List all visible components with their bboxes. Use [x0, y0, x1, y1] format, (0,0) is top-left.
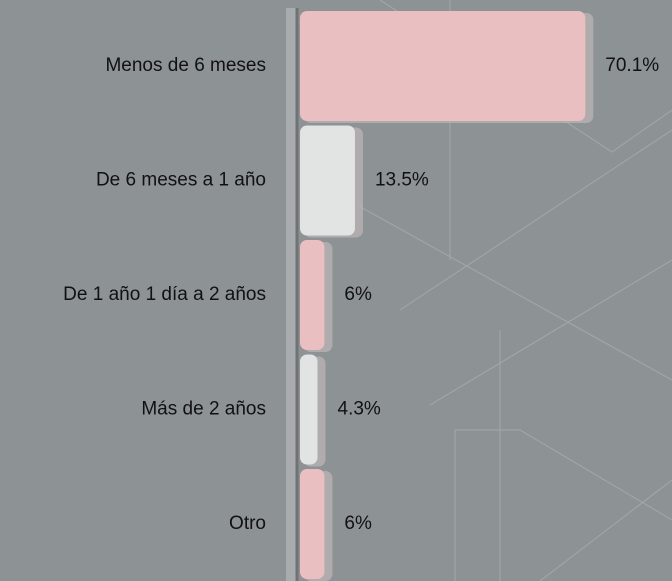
bar — [300, 125, 355, 236]
y-tick-label: De 6 meses a 1 año — [96, 170, 266, 191]
y-tick-label: Menos de 6 meses — [105, 55, 266, 76]
value-label: 6% — [344, 513, 372, 534]
bar — [300, 11, 586, 121]
bar — [300, 469, 325, 579]
y-tick-label: Otro — [229, 513, 266, 534]
bar — [300, 354, 318, 465]
value-label: 6% — [344, 284, 372, 305]
y-tick-label: De 1 año 1 día a 2 años — [63, 284, 266, 305]
axis-shadow — [286, 8, 296, 581]
value-label: 13.5% — [375, 170, 429, 191]
value-label: 4.3% — [338, 399, 381, 420]
y-tick-label: Más de 2 años — [141, 399, 266, 420]
value-label: 70.1% — [605, 55, 659, 76]
bar — [300, 240, 325, 350]
